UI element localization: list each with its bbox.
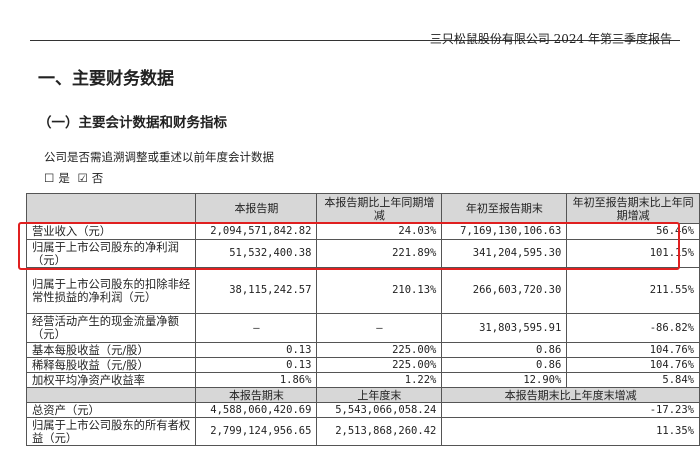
- row-label: 稀释每股收益（元/股）: [25, 357, 197, 373]
- row-label: 加权平均净资产收益率: [25, 372, 197, 388]
- row-label: 经营活动产生的现金流量净额（元）: [25, 313, 197, 343]
- cell-prior-end: 5,543,066,058.24: [316, 402, 443, 418]
- table-row: 总资产（元） 4,588,060,420.69 5,543,066,058.24…: [25, 402, 700, 418]
- cell-ytd: 0.86: [441, 357, 568, 373]
- cell-current-end: 4,588,060,420.69: [195, 402, 318, 418]
- restatement-question: 公司是否需追溯调整或重述以前年度会计数据: [44, 150, 274, 164]
- cell-current: 38,115,242.57: [195, 267, 318, 314]
- cell-ytd: 31,803,595.91: [441, 313, 568, 343]
- table-row: 归属于上市公司股东的扣除非经常性损益的净利润（元） 38,115,242.57 …: [25, 267, 700, 314]
- cell-current-change: 210.13%: [316, 267, 443, 314]
- cell-ytd-change: 5.84%: [566, 372, 700, 388]
- table-row: 营业收入（元） 2,094,571,842.82 24.03% 7,169,13…: [25, 223, 700, 240]
- cell-ytd: 266,603,720.30: [441, 267, 568, 314]
- cell-change: -17.23%: [441, 402, 700, 418]
- cell-ytd-change: 211.55%: [566, 267, 700, 314]
- table-header-row: 本报告期 本报告期比上年同期增减 年初至报告期末 年初至报告期末比上年同期增减: [25, 193, 700, 224]
- table-row: 归属于上市公司股东的净利润（元） 51,532,400.38 221.89% 3…: [25, 239, 700, 268]
- cell-ytd: 12.90%: [441, 372, 568, 388]
- cell-current-change: 225.00%: [316, 342, 443, 358]
- option-yes-label: 是: [58, 171, 70, 185]
- cell-current: 2,094,571,842.82: [195, 223, 318, 240]
- row-label: 归属于上市公司股东的净利润（元）: [25, 239, 197, 268]
- cell-ytd-change: 56.46%: [566, 223, 700, 240]
- cell-current-change: 1.22%: [316, 372, 443, 388]
- restatement-options: ☐ 是 ☑ 否: [44, 170, 107, 186]
- cell-ytd: 7,169,130,106.63: [441, 223, 568, 240]
- table-row: 稀释每股收益（元/股） 0.13 225.00% 0.86 104.76%: [25, 357, 700, 373]
- row-label: 总资产（元）: [25, 402, 197, 418]
- table-header-cell: 本报告期末: [195, 387, 318, 403]
- subsection-title: （一）主要会计数据和财务指标: [38, 115, 227, 131]
- cell-current-change: 225.00%: [316, 357, 443, 373]
- cell-ytd-change: -86.82%: [566, 313, 700, 343]
- financial-data-table: 本报告期 本报告期比上年同期增减 年初至报告期末 年初至报告期末比上年同期增减 …: [25, 193, 700, 446]
- table-row: 经营活动产生的现金流量净额（元） — — 31,803,595.91 -86.8…: [25, 313, 700, 343]
- table-header-cell: 本报告期比上年同期增减: [316, 193, 443, 224]
- cell-current: —: [195, 313, 318, 343]
- cell-ytd-change: 104.76%: [566, 357, 700, 373]
- table-row: 基本每股收益（元/股） 0.13 225.00% 0.86 104.76%: [25, 342, 700, 358]
- row-label: 基本每股收益（元/股）: [25, 342, 197, 358]
- table-row: 归属于上市公司股东的所有者权益（元） 2,799,124,956.65 2,51…: [25, 417, 700, 446]
- header-rule: 三只松鼠股份有限公司 2024 年第三季度报告: [30, 10, 680, 46]
- row-label: 归属于上市公司股东的扣除非经常性损益的净利润（元）: [25, 267, 197, 314]
- table-header-cell: 年初至报告期末比上年同期增减: [566, 193, 700, 224]
- checkbox-checked-icon: ☑: [77, 171, 88, 185]
- cell-current-change: 24.03%: [316, 223, 443, 240]
- cell-current-change: 221.89%: [316, 239, 443, 268]
- checkbox-unchecked-icon: ☐: [44, 171, 55, 185]
- section-title: 一、主要财务数据: [38, 69, 174, 89]
- cell-current: 1.86%: [195, 372, 318, 388]
- table-header-cell: [25, 193, 197, 224]
- cell-ytd: 341,204,595.30: [441, 239, 568, 268]
- cell-current-end: 2,799,124,956.65: [195, 417, 318, 446]
- table-header-cell: [25, 387, 197, 403]
- table-header-cell: 上年度末: [316, 387, 443, 403]
- table-header-row: 本报告期末 上年度末 本报告期末比上年度末增减: [25, 387, 700, 403]
- cell-ytd-change: 101.15%: [566, 239, 700, 268]
- table-header-cell: 本报告期: [195, 193, 318, 224]
- cell-change: 11.35%: [441, 417, 700, 446]
- cell-prior-end: 2,513,868,260.42: [316, 417, 443, 446]
- cell-current: 0.13: [195, 342, 318, 358]
- row-label: 营业收入（元）: [25, 223, 197, 240]
- cell-current-change: —: [316, 313, 443, 343]
- cell-ytd: 0.86: [441, 342, 568, 358]
- cell-current: 0.13: [195, 357, 318, 373]
- table-row: 加权平均净资产收益率 1.86% 1.22% 12.90% 5.84%: [25, 372, 700, 388]
- cell-current: 51,532,400.38: [195, 239, 318, 268]
- row-label: 归属于上市公司股东的所有者权益（元）: [25, 417, 197, 446]
- table-header-cell: 年初至报告期末: [441, 193, 568, 224]
- option-no-label: 否: [91, 171, 104, 185]
- table-header-cell: 本报告期末比上年度末增减: [441, 387, 700, 403]
- cell-ytd-change: 104.76%: [566, 342, 700, 358]
- report-header-title: 三只松鼠股份有限公司 2024 年第三季度报告: [429, 32, 672, 46]
